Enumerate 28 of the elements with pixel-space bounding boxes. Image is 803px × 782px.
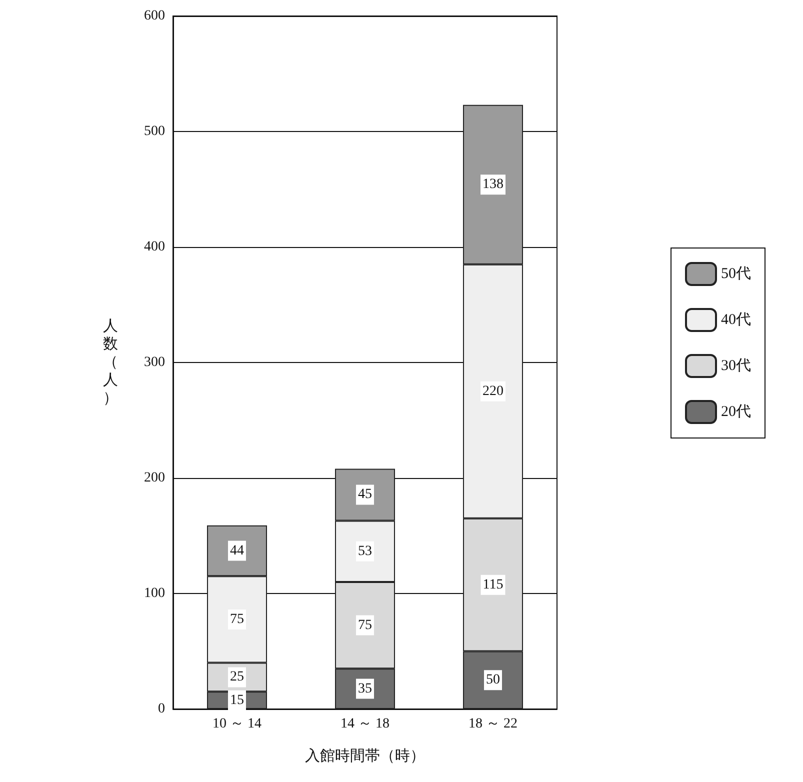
y-tick-label: 200 bbox=[144, 470, 165, 486]
x-tick-label: 14 ～ 18 bbox=[340, 716, 390, 732]
data-label: 35 bbox=[358, 681, 372, 696]
y-tick-label: 600 bbox=[144, 8, 165, 24]
x-tick-label: 18 ～ 22 bbox=[468, 716, 518, 732]
data-label: 75 bbox=[358, 618, 372, 633]
legend-label: 50代 bbox=[721, 266, 751, 282]
legend-label: 20代 bbox=[721, 404, 751, 420]
x-axis-title: 入館時間帯（時） bbox=[305, 748, 425, 764]
x-tick-label: 10 ～ 14 bbox=[212, 716, 262, 732]
y-tick-label: 500 bbox=[144, 124, 165, 139]
y-tick-label: 300 bbox=[144, 355, 165, 370]
y-tick-label: 100 bbox=[144, 586, 165, 601]
legend-label: 30代 bbox=[721, 358, 751, 374]
data-label: 220 bbox=[482, 384, 504, 399]
data-label: 44 bbox=[230, 543, 244, 558]
data-label: 115 bbox=[482, 577, 504, 592]
y-axis-title: 人数（人） bbox=[103, 318, 118, 406]
data-label: 45 bbox=[358, 487, 372, 502]
y-tick-label: 0 bbox=[158, 702, 165, 716]
data-label: 15 bbox=[230, 692, 244, 708]
data-label: 50 bbox=[486, 672, 500, 688]
data-label: 53 bbox=[358, 544, 372, 559]
data-label: 25 bbox=[230, 670, 244, 685]
data-label: 75 bbox=[230, 612, 244, 627]
legend-label: 40代 bbox=[721, 312, 751, 328]
data-label: 138 bbox=[482, 177, 504, 192]
y-tick-label: 400 bbox=[144, 240, 165, 254]
